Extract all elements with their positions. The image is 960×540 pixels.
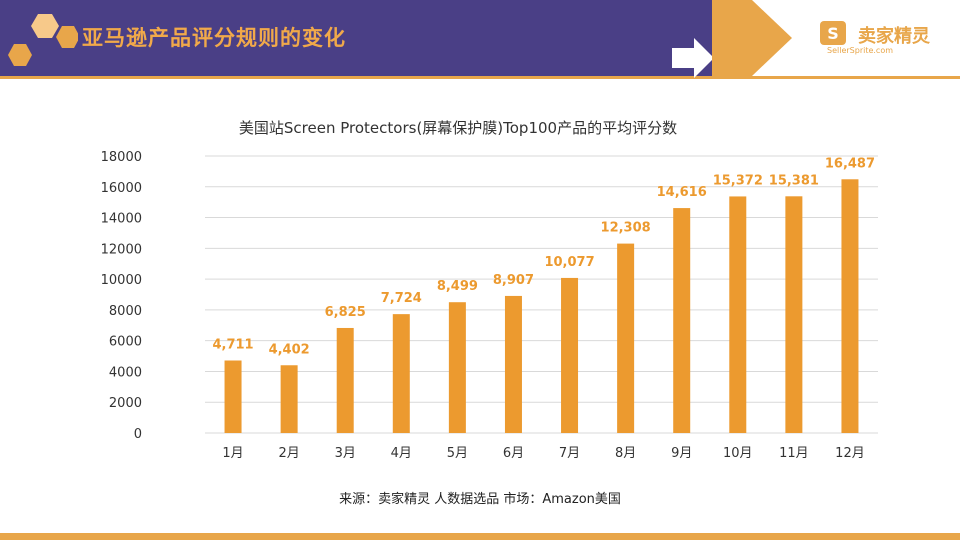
logo-chevron-icon [712, 0, 792, 76]
data-label: 8,499 [437, 279, 478, 294]
data-label: 16,487 [825, 156, 875, 171]
bar [504, 295, 522, 433]
source-note: 来源：卖家精灵 人数据选品 市场：Amazon美国 [339, 492, 621, 507]
bar [841, 179, 859, 433]
hexagon-icon [8, 14, 78, 66]
y-tick-label: 2000 [109, 396, 142, 411]
data-label: 15,372 [713, 173, 763, 188]
footer-band [0, 533, 960, 540]
y-tick-label: 4000 [109, 365, 142, 380]
x-tick-label: 5月 [447, 446, 468, 461]
x-tick-label: 4月 [391, 446, 412, 461]
x-tick-label: 12月 [835, 446, 865, 461]
x-tick-label: 3月 [335, 446, 356, 461]
data-label: 4,402 [269, 342, 310, 357]
page-title: 亚马逊产品评分规则的变化 [82, 26, 346, 50]
bar [336, 327, 354, 433]
bar [280, 365, 298, 433]
y-tick-label: 18000 [101, 150, 142, 165]
bar [392, 314, 410, 433]
y-tick-label: 12000 [101, 242, 142, 257]
data-label: 6,825 [325, 305, 366, 320]
logo-subtitle: SellerSprite.com [827, 46, 894, 55]
x-tick-label: 9月 [671, 446, 692, 461]
data-label: 8,907 [493, 273, 534, 288]
y-tick-label: 6000 [109, 335, 142, 350]
x-tick-label: 11月 [779, 446, 809, 461]
logo-icon: S [820, 21, 846, 45]
y-tick-label: 14000 [101, 212, 142, 227]
y-tick-label: 10000 [101, 273, 142, 288]
data-label: 15,381 [769, 173, 819, 188]
x-tick-label: 6月 [503, 446, 524, 461]
x-tick-label: 8月 [615, 446, 636, 461]
bar [617, 243, 635, 433]
x-tick-label: 10月 [723, 446, 753, 461]
bar [224, 360, 242, 433]
y-tick-label: 0 [134, 427, 142, 442]
bar [448, 302, 466, 433]
svg-text:S: S [827, 24, 839, 43]
bar [729, 196, 747, 433]
data-label: 14,616 [657, 185, 707, 200]
x-tick-label: 2月 [278, 446, 299, 461]
bar [561, 277, 579, 433]
bar [673, 208, 691, 433]
y-tick-label: 8000 [109, 304, 142, 319]
data-label: 10,077 [544, 255, 594, 270]
data-label: 7,724 [381, 291, 422, 306]
data-label: 4,711 [212, 338, 253, 353]
data-label: 12,308 [601, 221, 651, 236]
bar [785, 196, 803, 433]
chart-title: 美国站Screen Protectors(屏幕保护膜)Top100产品的平均评分… [239, 119, 677, 137]
header-divider [0, 76, 960, 79]
y-tick-label: 16000 [101, 181, 142, 196]
logo-text: 卖家精灵 [858, 26, 930, 47]
arrow-icon [672, 38, 714, 78]
x-tick-label: 1月 [222, 446, 243, 461]
x-tick-label: 7月 [559, 446, 580, 461]
